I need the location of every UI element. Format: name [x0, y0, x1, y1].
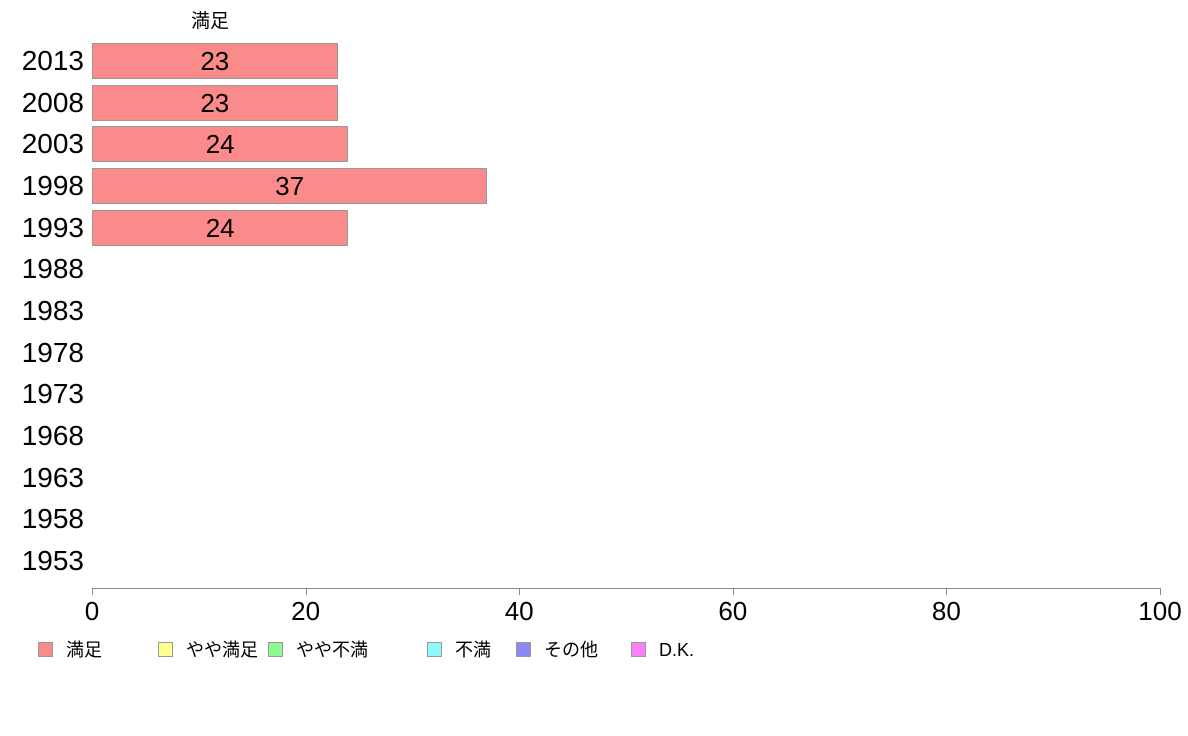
y-axis-label-1978: 1978 [21, 336, 84, 368]
x-axis-tick-label-20: 20 [291, 596, 321, 626]
bar-value-2003: 24 [205, 129, 235, 160]
legend-label-1: 満足 [66, 640, 102, 660]
legend-swatch-2 [158, 642, 173, 657]
x-axis-tick-label-0: 0 [84, 596, 100, 626]
y-axis-label-1993: 1993 [21, 211, 84, 243]
bar-2013 [92, 43, 338, 79]
x-axis-tick-100 [1160, 588, 1161, 595]
bar-value-1993: 24 [205, 212, 235, 243]
chart-title: 満足 [190, 11, 230, 32]
bar-value-2008: 23 [200, 87, 230, 118]
legend-label-3: やや不満 [296, 640, 368, 660]
x-axis-tick-label-100: 100 [1138, 596, 1182, 626]
legend-label-5: その他 [544, 640, 598, 660]
bar-1993 [92, 209, 349, 246]
x-axis-tick-20 [305, 588, 307, 595]
x-axis-line [92, 588, 1160, 589]
x-axis-tick-40 [519, 588, 521, 595]
bar-2003 [92, 126, 349, 163]
y-axis-label-2013: 2013 [21, 45, 84, 76]
bar-2008 [92, 84, 338, 121]
x-axis-tick-label-80: 80 [931, 596, 961, 626]
legend-swatch-1 [38, 642, 53, 657]
legend-swatch-3 [268, 642, 283, 657]
y-axis-label-1998: 1998 [21, 169, 84, 201]
x-axis-tick-label-60: 60 [718, 596, 748, 626]
legend-swatch-5 [516, 642, 531, 657]
y-axis-label-1963: 1963 [21, 461, 84, 493]
y-axis-label-1973: 1973 [21, 378, 84, 410]
y-axis-label-1983: 1983 [21, 294, 84, 326]
legend-label-2: やや満足 [186, 640, 258, 660]
y-axis-label-1968: 1968 [21, 419, 84, 451]
x-axis-tick-60 [732, 588, 734, 595]
x-axis-tick-0 [92, 588, 93, 595]
x-axis-tick-label-40: 40 [504, 596, 534, 626]
bar-value-2013: 23 [200, 46, 230, 76]
y-axis-label-2003: 2003 [21, 128, 84, 160]
legend-label-4: 不満 [455, 640, 491, 660]
x-axis-tick-80 [946, 588, 948, 595]
bar-1998 [92, 167, 488, 204]
legend-label-6: D.K. [659, 640, 695, 660]
y-axis-label-1953: 1953 [21, 544, 84, 576]
bar-value-1998: 37 [275, 170, 305, 201]
y-axis-label-1958: 1958 [21, 503, 84, 535]
y-axis-label-1988: 1988 [21, 253, 84, 285]
y-axis-label-2008: 2008 [21, 86, 84, 118]
legend-swatch-4 [427, 642, 442, 657]
legend-swatch-6 [631, 642, 646, 657]
